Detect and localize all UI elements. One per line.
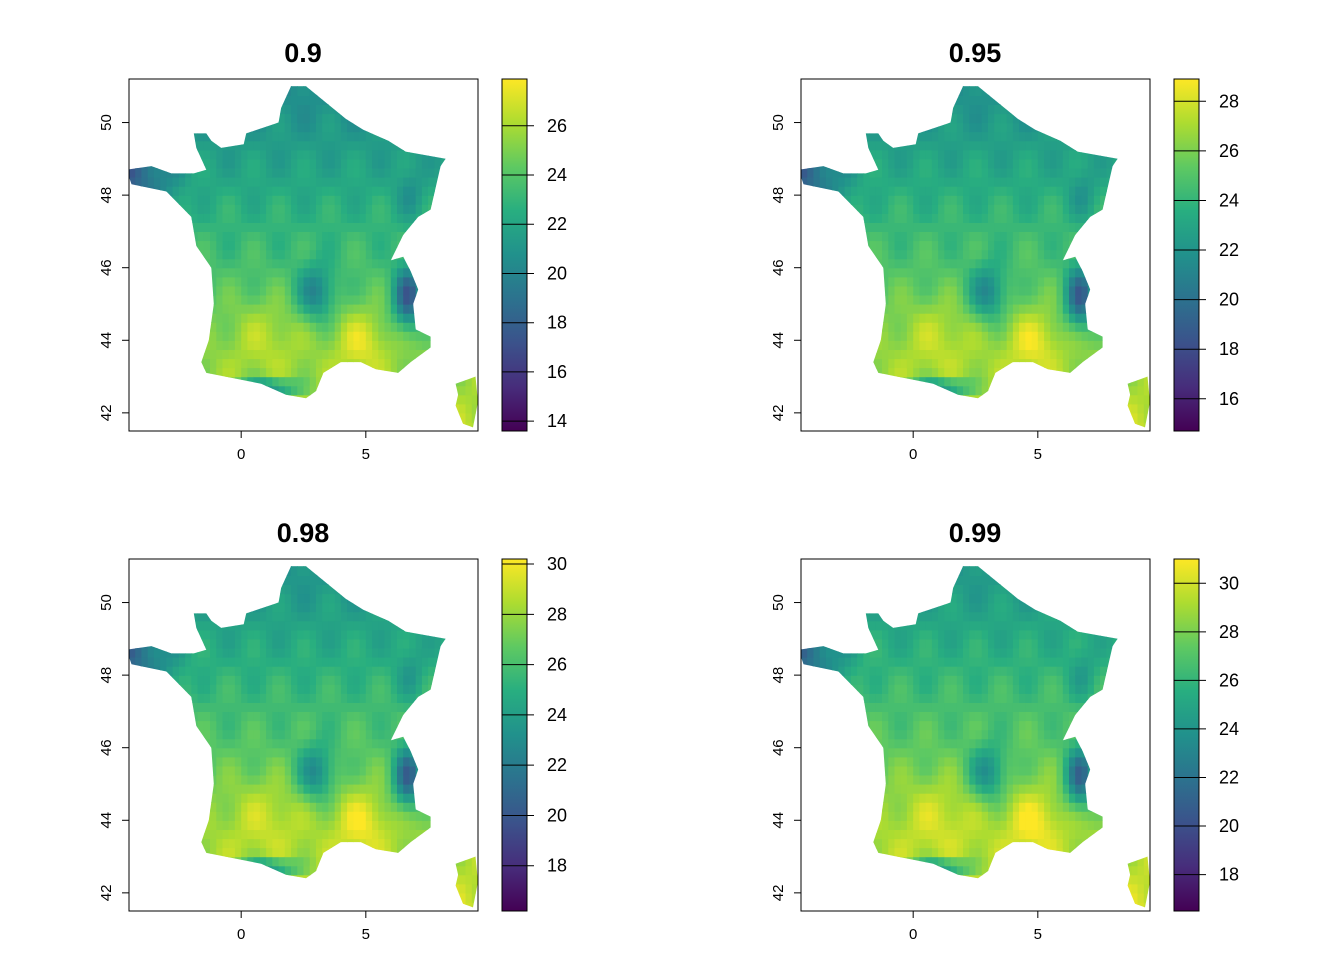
colorbar-tick-label: 28 (1219, 91, 1239, 111)
colorbar-tick-label: 16 (1219, 389, 1239, 409)
temperature-raster (801, 566, 1150, 908)
y-tick-label: 46 (98, 739, 115, 756)
colorbar-tick-label: 22 (547, 755, 567, 775)
colorbar-tick-label: 20 (1219, 816, 1239, 836)
colorbar (501, 78, 528, 432)
y-tick-label: 50 (770, 594, 787, 611)
colorbar-tick-label: 26 (547, 116, 567, 136)
x-tick-label: 5 (362, 926, 370, 943)
colorbar (501, 558, 528, 912)
plot-frame (128, 558, 479, 912)
colorbar (1173, 558, 1200, 912)
colorbar-tick-label: 24 (1219, 719, 1239, 739)
temperature-raster (129, 566, 478, 908)
colorbar-tick-label: 22 (1219, 240, 1239, 260)
map-panel-0-98: 0.98 0 5 42 44 46 48 50 18 20 22 24 26 28 30 (98, 518, 567, 943)
colorbar-tick-label: 20 (547, 805, 567, 825)
y-tick-label: 50 (98, 594, 115, 611)
y-tick-label: 44 (98, 812, 115, 829)
colorbar-tick-label: 26 (1219, 670, 1239, 690)
y-tick-label: 46 (98, 259, 115, 276)
x-tick-label: 0 (909, 446, 917, 463)
y-tick-label: 46 (770, 739, 787, 756)
plot-frame (800, 558, 1151, 912)
map-panel-0-95: 0.95 0 5 42 44 46 48 50 16 18 20 22 24 26 28 (770, 38, 1239, 463)
colorbar-tick-label: 20 (547, 263, 567, 283)
y-tick-label: 44 (770, 332, 787, 349)
colorbar-tick-label: 28 (1219, 622, 1239, 642)
y-tick-label: 50 (98, 114, 115, 131)
panel-title: 0.95 (949, 38, 1002, 68)
x-tick-label: 5 (1034, 446, 1042, 463)
x-tick-label: 0 (237, 926, 245, 943)
y-tick-label: 44 (770, 812, 787, 829)
colorbar-tick-label: 24 (1219, 190, 1239, 210)
plot-frame (800, 78, 1151, 432)
y-tick-label: 48 (98, 667, 115, 684)
colorbar-tick-label: 18 (547, 313, 567, 333)
panel-title: 0.99 (949, 518, 1002, 548)
panel-title: 0.9 (284, 38, 322, 68)
colorbar-tick-label: 24 (547, 165, 567, 185)
y-tick-label: 50 (770, 114, 787, 131)
colorbar-tick-label: 22 (1219, 767, 1239, 787)
colorbar (1173, 78, 1200, 432)
colorbar-tick-label: 28 (547, 604, 567, 624)
x-tick-label: 0 (909, 926, 917, 943)
y-tick-label: 42 (98, 405, 115, 422)
colorbar-tick-label: 26 (1219, 141, 1239, 161)
colorbar-tick-label: 30 (547, 554, 567, 574)
y-tick-label: 42 (98, 885, 115, 902)
colorbar-tick-label: 18 (1219, 865, 1239, 885)
y-tick-label: 48 (98, 187, 115, 204)
x-tick-label: 5 (1034, 926, 1042, 943)
map-panel-0-99: 0.99 0 5 42 44 46 48 50 18 20 22 24 26 28 30 (770, 518, 1239, 943)
colorbar-tick-label: 24 (547, 705, 567, 725)
y-tick-label: 46 (770, 259, 787, 276)
x-tick-label: 5 (362, 446, 370, 463)
map-panel-0-9: 0.9 0 5 42 44 46 48 50 14 16 18 20 22 24 26 (98, 38, 567, 463)
y-tick-label: 48 (770, 187, 787, 204)
y-tick-label: 48 (770, 667, 787, 684)
y-tick-label: 42 (770, 405, 787, 422)
colorbar-tick-label: 20 (1219, 290, 1239, 310)
colorbar-tick-label: 14 (547, 411, 567, 431)
colorbar-tick-label: 30 (1219, 573, 1239, 593)
panel-title: 0.98 (277, 518, 330, 548)
y-tick-label: 42 (770, 885, 787, 902)
temperature-raster (129, 86, 478, 428)
colorbar-tick-label: 18 (547, 856, 567, 876)
x-tick-label: 0 (237, 446, 245, 463)
colorbar-tick-label: 22 (547, 214, 567, 234)
plot-frame (128, 78, 479, 432)
temperature-raster (801, 86, 1150, 428)
colorbar-tick-label: 26 (547, 655, 567, 675)
y-tick-label: 44 (98, 332, 115, 349)
colorbar-tick-label: 18 (1219, 339, 1239, 359)
colorbar-tick-label: 16 (547, 362, 567, 382)
